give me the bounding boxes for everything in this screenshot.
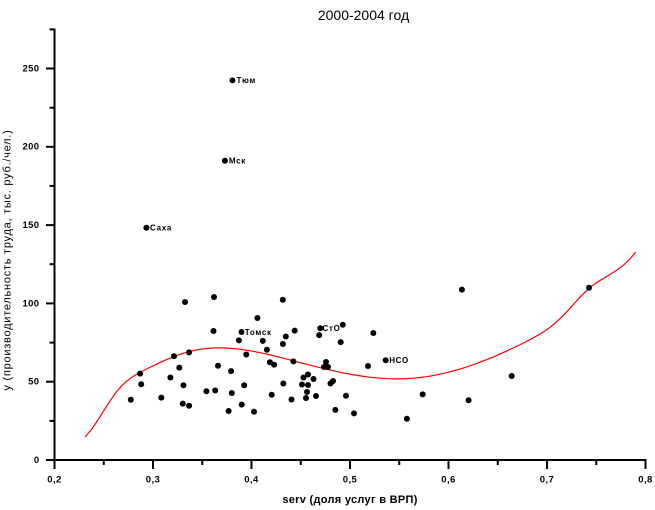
- svg-text:0: 0: [34, 455, 40, 466]
- svg-text:0,3: 0,3: [146, 475, 160, 486]
- svg-text:50: 50: [28, 377, 39, 388]
- svg-text:0,5: 0,5: [343, 475, 358, 486]
- svg-text:100: 100: [22, 298, 39, 309]
- svg-text:0,7: 0,7: [540, 475, 554, 486]
- svg-text:Мск: Мск: [229, 157, 246, 166]
- svg-text:serv (доля услуг в ВРП): serv (доля услуг в ВРП): [282, 494, 417, 506]
- svg-text:0,6: 0,6: [441, 475, 455, 486]
- svg-text:0,8: 0,8: [638, 475, 652, 486]
- svg-text:150: 150: [22, 220, 39, 231]
- svg-text:Томск: Томск: [245, 328, 272, 337]
- svg-text:2000-2004 год: 2000-2004 год: [318, 7, 409, 23]
- svg-text:НСО: НСО: [389, 356, 409, 365]
- svg-text:СтО: СтО: [323, 324, 341, 333]
- svg-text:200: 200: [22, 142, 39, 153]
- svg-text:у (производительность труда, т: у (производительность труда, тыс. руб./ч…: [2, 129, 14, 390]
- svg-text:0,2: 0,2: [47, 475, 61, 486]
- svg-text:0,4: 0,4: [244, 475, 259, 486]
- svg-text:Саха: Саха: [150, 224, 172, 233]
- svg-text:Тюм: Тюм: [237, 76, 257, 85]
- svg-text:250: 250: [22, 63, 39, 74]
